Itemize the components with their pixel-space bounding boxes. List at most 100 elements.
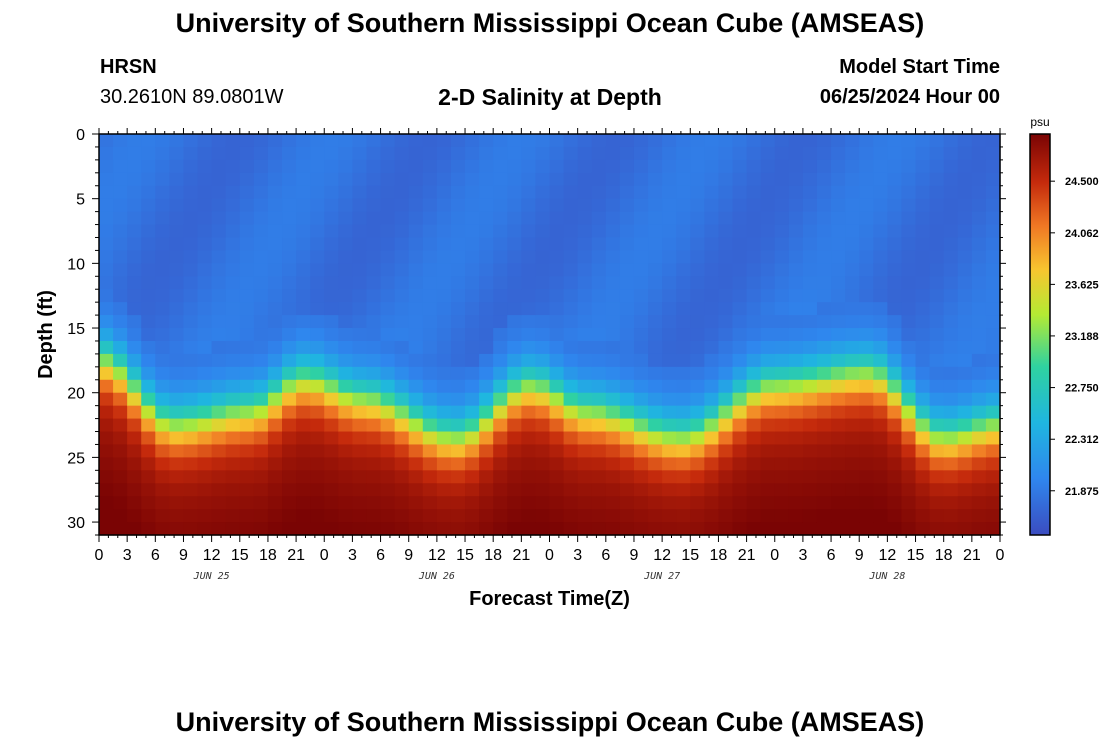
model-start-label: Model Start Time [839,56,1000,78]
heatmap-cell [774,302,790,316]
heatmap-cell [563,405,579,420]
heatmap-cell [690,366,705,381]
heatmap-cell [521,134,537,148]
heatmap-cell [197,340,213,355]
heatmap-cell [493,444,508,458]
heatmap-cell [929,276,945,290]
heatmap-cell [422,224,438,239]
heatmap-cell [845,250,860,264]
heatmap-cell [577,198,593,213]
heatmap-cell [225,198,241,213]
heatmap-cell [450,250,466,264]
heatmap-cell [648,250,663,264]
heatmap-cell [718,522,734,536]
heatmap-cell [591,185,607,200]
heatmap-cell [183,431,199,446]
heatmap-cell [113,134,128,148]
heatmap-cell [479,470,494,484]
heatmap-cell [619,211,635,226]
heatmap-cell [859,276,874,290]
heatmap-cell [549,159,565,174]
heatmap-cell [99,431,114,446]
heatmap-cell [957,172,973,187]
heatmap-cell [704,185,720,200]
heatmap-cell [113,353,128,368]
heatmap-cell [127,211,142,226]
heatmap-cell [619,483,635,497]
heatmap-cell [845,159,860,174]
heatmap-cell [225,315,241,329]
heatmap-cell [113,328,128,342]
x-tick-label: 18 [935,547,953,564]
heatmap-cell [816,146,832,161]
heatmap-cell [99,211,114,226]
heatmap-cell [943,328,959,342]
heatmap-cell [802,444,818,458]
heatmap-cell [211,263,227,277]
colorbar-tick-label: 21.875 [1065,486,1099,498]
heatmap-cell [859,211,874,226]
heatmap-cell [887,522,903,536]
heatmap-cell [549,250,565,264]
heatmap-cell [169,315,185,329]
heatmap-cell [690,496,705,510]
heatmap-cell [915,444,931,458]
heatmap-cell [282,457,297,471]
heatmap-cell [380,276,396,290]
heatmap-cell [380,211,396,226]
heatmap-cell [141,146,156,161]
heatmap-cell [352,328,368,342]
heatmap-cell [802,224,818,239]
heatmap-cell [845,470,860,484]
heatmap-cell [774,340,790,355]
heatmap-cell [957,302,973,316]
heatmap-cell [521,289,537,303]
heatmap-cell [591,146,607,161]
heatmap-cell [436,250,452,264]
heatmap-cell [422,198,438,213]
heatmap-cell [436,315,452,329]
heatmap-cell [380,237,396,252]
heatmap-cell [211,366,227,381]
heatmap-cell [816,457,832,471]
heatmap-cell [845,392,860,407]
heatmap-cell [619,522,635,536]
heatmap-cell [465,198,480,213]
heatmap-cell [239,211,255,226]
heatmap-cell [197,418,213,433]
heatmap-cell [267,198,283,213]
heatmap-cell [113,263,128,277]
heatmap-cell [99,379,114,394]
heatmap-cell [845,289,860,303]
heatmap-cell [253,431,269,446]
heatmap-cell [943,315,959,329]
heatmap-cell [408,444,424,458]
heatmap-cell [845,237,860,252]
heatmap-cell [648,496,663,510]
heatmap-cell [253,211,269,226]
heatmap-cell [521,263,537,277]
heatmap-cell [732,522,748,536]
heatmap-cell [746,328,762,342]
heatmap-cell [422,392,438,407]
heatmap-cell [352,457,368,471]
heatmap-cell [591,405,607,420]
heatmap-cell [211,353,227,368]
heatmap-cell [662,392,677,407]
heatmap-cell [338,276,354,290]
x-axis: 0 3 6 9 12 15 18 21 0 3 6 9 12 15 18 21 0 3 6 9 12 15 18 21 0 3 6 9… [95,128,1005,582]
heatmap-cell [873,392,888,407]
heatmap-cell [127,379,142,394]
heatmap-cell [690,431,705,446]
heatmap-cell [141,470,156,484]
heatmap-cell [662,250,677,264]
heatmap-cell [577,315,593,329]
heatmap-cell [816,353,832,368]
x-tick-label: 21 [738,547,756,564]
heatmap-cell [746,522,762,536]
heatmap-cell [338,509,354,523]
heatmap-cell [450,353,466,368]
heatmap-cell [760,483,776,497]
heatmap-cell [169,431,185,446]
